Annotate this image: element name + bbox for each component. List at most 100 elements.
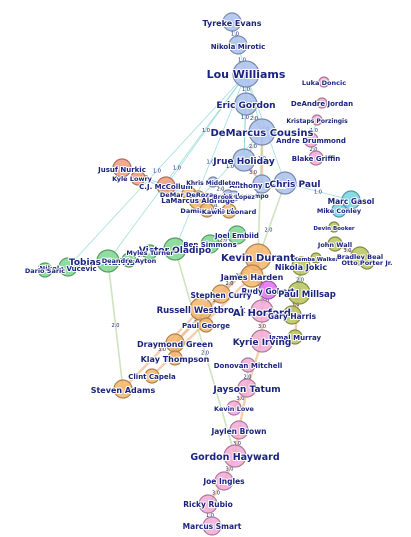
node-label-griffin: Blake Griffin: [292, 155, 341, 163]
edge-weight-label: 3.0: [158, 347, 166, 353]
node-label-smart: Marcus Smart: [183, 522, 242, 531]
node-label-gobert: Rudy Gobert: [241, 287, 294, 296]
edge-weight-label: 3.0: [344, 248, 352, 254]
edge-weight-label: 3.0: [258, 324, 266, 330]
node-label-davis: Anthony Davis: [229, 182, 286, 190]
node-oladipo[interactable]: [163, 237, 187, 261]
node-porzingis[interactable]: [311, 114, 323, 126]
node-mccollum[interactable]: [156, 176, 176, 196]
edge-weight-label: 2.0: [217, 187, 225, 193]
node-label-brown: Jaylen Brown: [211, 427, 267, 436]
node-louw[interactable]: [232, 60, 260, 88]
edge-layer: [44, 21, 368, 527]
node-label-middleton: Khris Middleton: [186, 180, 240, 187]
edge-weight-label: 1.0: [241, 115, 249, 121]
node-ingles[interactable]: [214, 471, 234, 491]
edge-weight-label: 2.0: [250, 116, 258, 122]
node-conley[interactable]: [331, 202, 347, 218]
edge-weight-label: 2.0: [220, 238, 228, 244]
node-label-hayward: Gordon Hayward: [190, 452, 279, 463]
node-label-capela: Clint Capela: [128, 373, 176, 381]
node-irving[interactable]: [250, 329, 274, 353]
node-label-oladipo: Victor Oladipo: [139, 246, 211, 256]
node-label-drummond: Andre Drummond: [276, 137, 346, 145]
node-leonard[interactable]: [221, 203, 237, 219]
node-lopez[interactable]: [228, 190, 240, 202]
edge-weight-label: 2.0: [310, 147, 318, 153]
node-label-tyreke: Tyreke Evans: [203, 19, 262, 28]
edge-louw-harris: [107, 73, 247, 262]
node-george[interactable]: [198, 317, 214, 333]
node-simmons[interactable]: [200, 234, 220, 254]
edge-weight-label: 1.0: [241, 130, 249, 136]
node-brown[interactable]: [229, 420, 249, 440]
edge-weight-label: 1.0: [226, 164, 234, 170]
edge-weight-label: 2.0: [265, 228, 273, 234]
node-turner[interactable]: [142, 244, 158, 260]
node-thompson[interactable]: [167, 350, 183, 366]
node-smart[interactable]: [202, 516, 222, 536]
edge-weight-label: 3.0: [233, 441, 241, 447]
node-cpaul[interactable]: [273, 171, 297, 195]
node-label-antetokounmpo: Giannis Antetokounmpo: [187, 193, 268, 200]
node-label-lopez: Brook Lopez: [213, 194, 255, 201]
node-label-ingles: Joe Ingles: [202, 477, 245, 486]
node-label-aldridge: LaMarcus Aldridge: [161, 197, 235, 205]
node-nurkic[interactable]: [112, 158, 132, 178]
node-walker[interactable]: [310, 252, 322, 264]
node-hayward[interactable]: [223, 444, 247, 468]
node-holiday[interactable]: [232, 148, 256, 172]
node-davis[interactable]: [252, 174, 272, 194]
node-aporter[interactable]: [359, 254, 375, 270]
node-harden[interactable]: [240, 264, 264, 288]
node-vucevic[interactable]: [58, 257, 78, 277]
node-drummond[interactable]: [303, 132, 319, 148]
node-label-wall: John Wall: [317, 241, 352, 249]
node-label-nurkic: Jusuf Nurkic: [97, 166, 146, 174]
node-jordan[interactable]: [316, 97, 328, 109]
node-gobert[interactable]: [258, 280, 278, 300]
node-murray[interactable]: [287, 329, 303, 345]
node-rubio[interactable]: [198, 494, 218, 514]
node-tyreke[interactable]: [222, 12, 242, 32]
node-lowry[interactable]: [130, 170, 146, 186]
node-ayton[interactable]: [121, 252, 137, 268]
edge-weight-label: 2.0: [201, 351, 209, 357]
edge-weight-label: 3.0: [292, 302, 300, 308]
edge-weight-label: 3.0: [237, 396, 245, 402]
node-label-adams: Steven Adams: [91, 386, 156, 395]
node-millsap[interactable]: [287, 281, 311, 305]
node-middleton[interactable]: [207, 176, 219, 188]
node-lillard[interactable]: [199, 202, 215, 218]
node-tatum[interactable]: [237, 378, 257, 398]
node-gasol[interactable]: [341, 190, 361, 210]
node-capela[interactable]: [144, 368, 160, 384]
node-gordon[interactable]: [234, 92, 258, 116]
node-griffin[interactable]: [308, 150, 324, 166]
node-label-harden: James Harden: [220, 273, 284, 282]
node-gharris[interactable]: [282, 305, 302, 325]
node-cousins[interactable]: [248, 118, 276, 146]
edge-harris-adams: [107, 260, 124, 390]
edge-weight-label: 1.0: [242, 87, 250, 93]
node-harris[interactable]: [96, 249, 120, 273]
node-mitchell[interactable]: [240, 357, 256, 373]
node-love[interactable]: [226, 400, 242, 416]
node-jokic[interactable]: [291, 256, 311, 276]
node-saric[interactable]: [37, 262, 53, 278]
node-booker[interactable]: [328, 221, 340, 233]
node-wall[interactable]: [327, 236, 343, 252]
node-adams[interactable]: [113, 379, 133, 399]
node-horford[interactable]: [250, 299, 274, 323]
node-label-embiid: Joel Embiid: [214, 232, 259, 240]
node-mirotic[interactable]: [228, 35, 248, 55]
node-label-leonard: Kawhi Leonard: [202, 208, 257, 216]
node-label-love: Kevin Love: [214, 405, 255, 413]
node-doncic[interactable]: [318, 76, 330, 88]
edge-cousins-durant: [257, 131, 263, 258]
edge-weight-label: 2.0: [112, 323, 120, 329]
node-label-ayton: Deandre Ayton: [102, 257, 157, 265]
node-curry[interactable]: [211, 284, 231, 304]
node-embiid[interactable]: [227, 225, 247, 245]
edge-weight-label: 3.0: [239, 407, 247, 413]
